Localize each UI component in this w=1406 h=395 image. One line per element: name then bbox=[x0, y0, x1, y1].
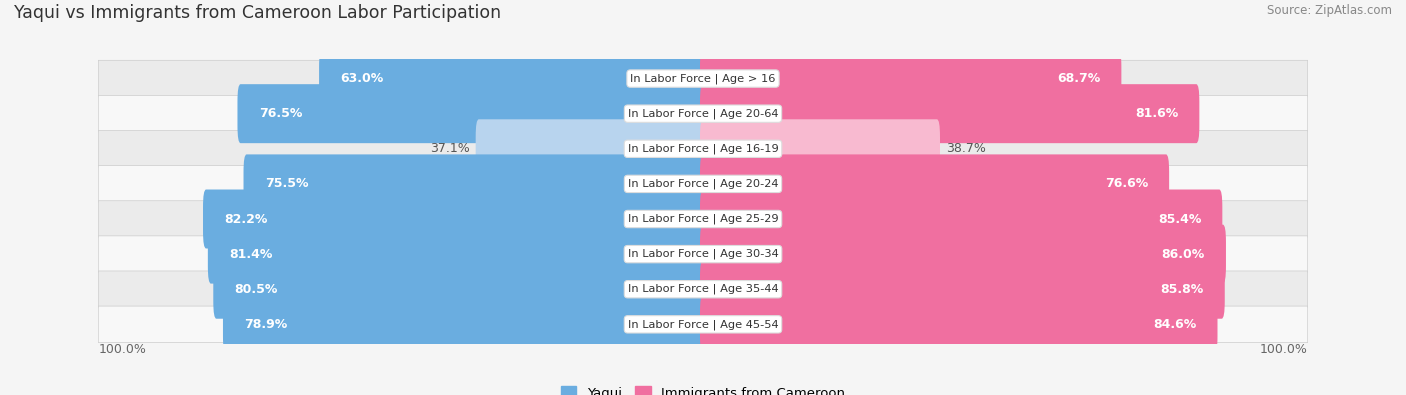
Text: In Labor Force | Age 25-29: In Labor Force | Age 25-29 bbox=[627, 214, 779, 224]
Text: 85.8%: 85.8% bbox=[1160, 283, 1204, 296]
Text: 68.7%: 68.7% bbox=[1057, 72, 1101, 85]
FancyBboxPatch shape bbox=[243, 154, 706, 213]
FancyBboxPatch shape bbox=[700, 295, 1218, 354]
FancyBboxPatch shape bbox=[202, 190, 706, 248]
Text: 63.0%: 63.0% bbox=[340, 72, 384, 85]
Text: In Labor Force | Age > 16: In Labor Force | Age > 16 bbox=[630, 73, 776, 84]
FancyBboxPatch shape bbox=[98, 96, 1308, 132]
FancyBboxPatch shape bbox=[700, 84, 1199, 143]
FancyBboxPatch shape bbox=[700, 154, 1170, 213]
Text: 76.5%: 76.5% bbox=[259, 107, 302, 120]
Legend: Yaqui, Immigrants from Cameroon: Yaqui, Immigrants from Cameroon bbox=[561, 386, 845, 395]
FancyBboxPatch shape bbox=[98, 201, 1308, 237]
FancyBboxPatch shape bbox=[214, 260, 706, 319]
FancyBboxPatch shape bbox=[98, 166, 1308, 202]
Text: Source: ZipAtlas.com: Source: ZipAtlas.com bbox=[1267, 4, 1392, 17]
Text: 85.4%: 85.4% bbox=[1157, 213, 1201, 226]
FancyBboxPatch shape bbox=[700, 49, 1122, 108]
FancyBboxPatch shape bbox=[98, 236, 1308, 273]
Text: 82.2%: 82.2% bbox=[224, 213, 267, 226]
Text: Yaqui vs Immigrants from Cameroon Labor Participation: Yaqui vs Immigrants from Cameroon Labor … bbox=[14, 4, 501, 22]
FancyBboxPatch shape bbox=[700, 260, 1225, 319]
FancyBboxPatch shape bbox=[98, 306, 1308, 342]
FancyBboxPatch shape bbox=[98, 271, 1308, 307]
FancyBboxPatch shape bbox=[238, 84, 706, 143]
Text: 76.6%: 76.6% bbox=[1105, 177, 1147, 190]
Text: In Labor Force | Age 35-44: In Labor Force | Age 35-44 bbox=[627, 284, 779, 295]
Text: 80.5%: 80.5% bbox=[235, 283, 278, 296]
FancyBboxPatch shape bbox=[700, 119, 941, 178]
FancyBboxPatch shape bbox=[700, 190, 1222, 248]
Text: 86.0%: 86.0% bbox=[1161, 248, 1205, 261]
FancyBboxPatch shape bbox=[319, 49, 706, 108]
Text: In Labor Force | Age 30-34: In Labor Force | Age 30-34 bbox=[627, 249, 779, 260]
Text: 81.4%: 81.4% bbox=[229, 248, 273, 261]
Text: 75.5%: 75.5% bbox=[264, 177, 308, 190]
Text: 100.0%: 100.0% bbox=[98, 342, 146, 356]
Text: 100.0%: 100.0% bbox=[1260, 342, 1308, 356]
Text: In Labor Force | Age 45-54: In Labor Force | Age 45-54 bbox=[627, 319, 779, 329]
Text: 84.6%: 84.6% bbox=[1153, 318, 1197, 331]
FancyBboxPatch shape bbox=[475, 119, 706, 178]
Text: 81.6%: 81.6% bbox=[1135, 107, 1178, 120]
FancyBboxPatch shape bbox=[224, 295, 706, 354]
Text: In Labor Force | Age 20-64: In Labor Force | Age 20-64 bbox=[627, 108, 779, 119]
Text: 38.7%: 38.7% bbox=[946, 142, 986, 155]
Text: In Labor Force | Age 16-19: In Labor Force | Age 16-19 bbox=[627, 143, 779, 154]
FancyBboxPatch shape bbox=[98, 130, 1308, 167]
FancyBboxPatch shape bbox=[98, 60, 1308, 97]
Text: 37.1%: 37.1% bbox=[430, 142, 470, 155]
FancyBboxPatch shape bbox=[208, 225, 706, 284]
Text: In Labor Force | Age 20-24: In Labor Force | Age 20-24 bbox=[627, 179, 779, 189]
Text: 78.9%: 78.9% bbox=[245, 318, 287, 331]
FancyBboxPatch shape bbox=[700, 225, 1226, 284]
